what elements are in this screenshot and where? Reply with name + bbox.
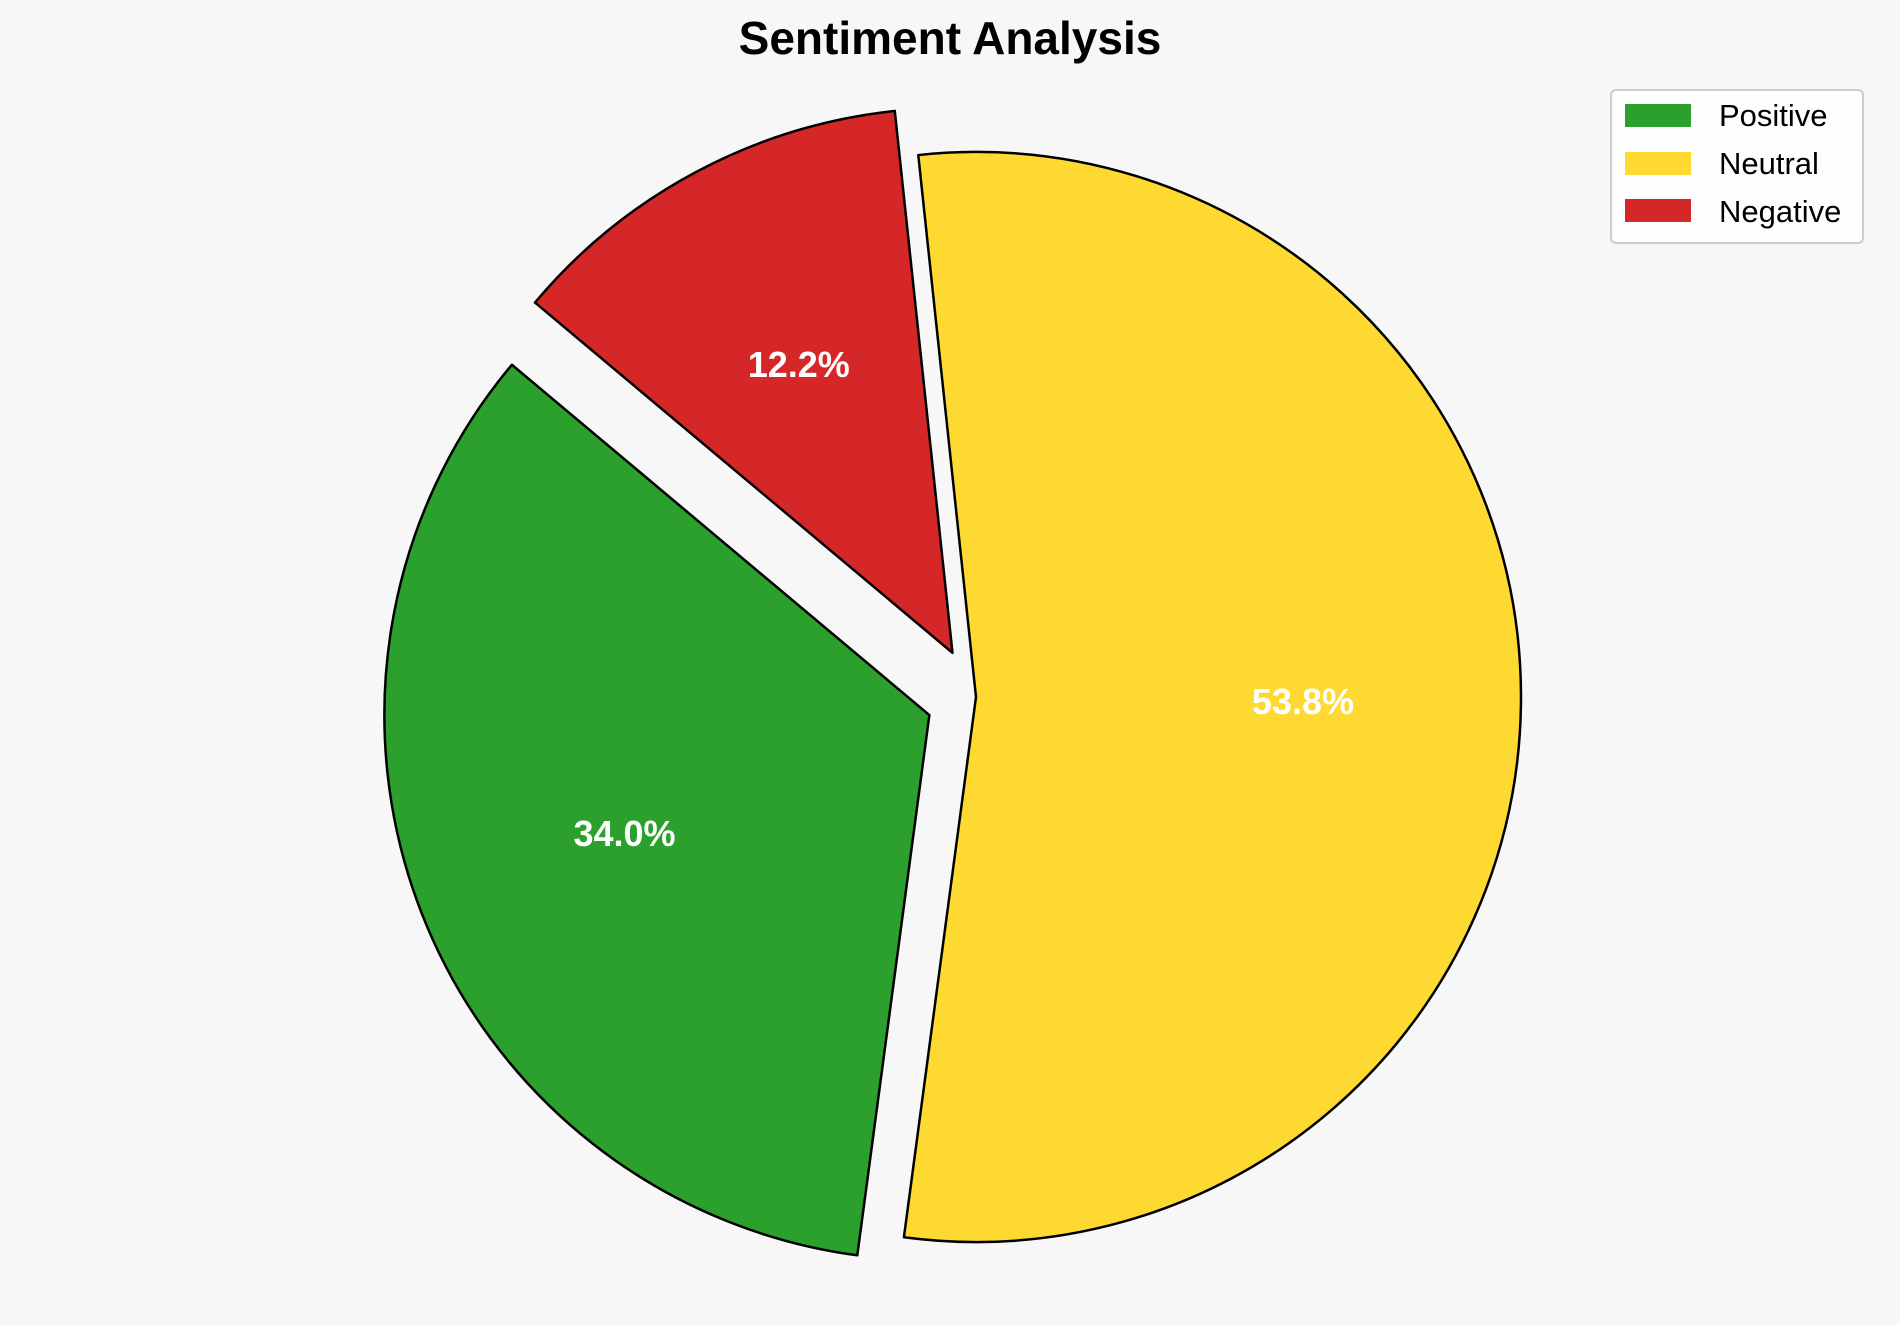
pie-slice-neutral (902, 150, 1523, 1244)
legend-label-neutral: Neutral (1719, 146, 1819, 181)
chart-title: Sentiment Analysis (739, 12, 1162, 64)
pie-slice-positive (383, 363, 931, 1257)
pie-slice-negative (533, 109, 954, 655)
slice-label-neutral: 53.8% (1252, 681, 1354, 722)
legend-label-positive: Positive (1719, 98, 1828, 133)
legend-swatch-negative (1625, 199, 1691, 222)
pie-slice-labels: 34.0% 53.8% 12.2% (573, 344, 1354, 854)
legend-swatch-neutral (1625, 152, 1691, 175)
pie-slices (383, 109, 1523, 1257)
slice-label-positive: 34.0% (573, 813, 675, 854)
legend-swatch-positive (1625, 104, 1691, 127)
legend-label-negative: Negative (1719, 194, 1841, 229)
slice-label-negative: 12.2% (748, 344, 850, 385)
legend: Positive Neutral Negative (1610, 89, 1864, 244)
